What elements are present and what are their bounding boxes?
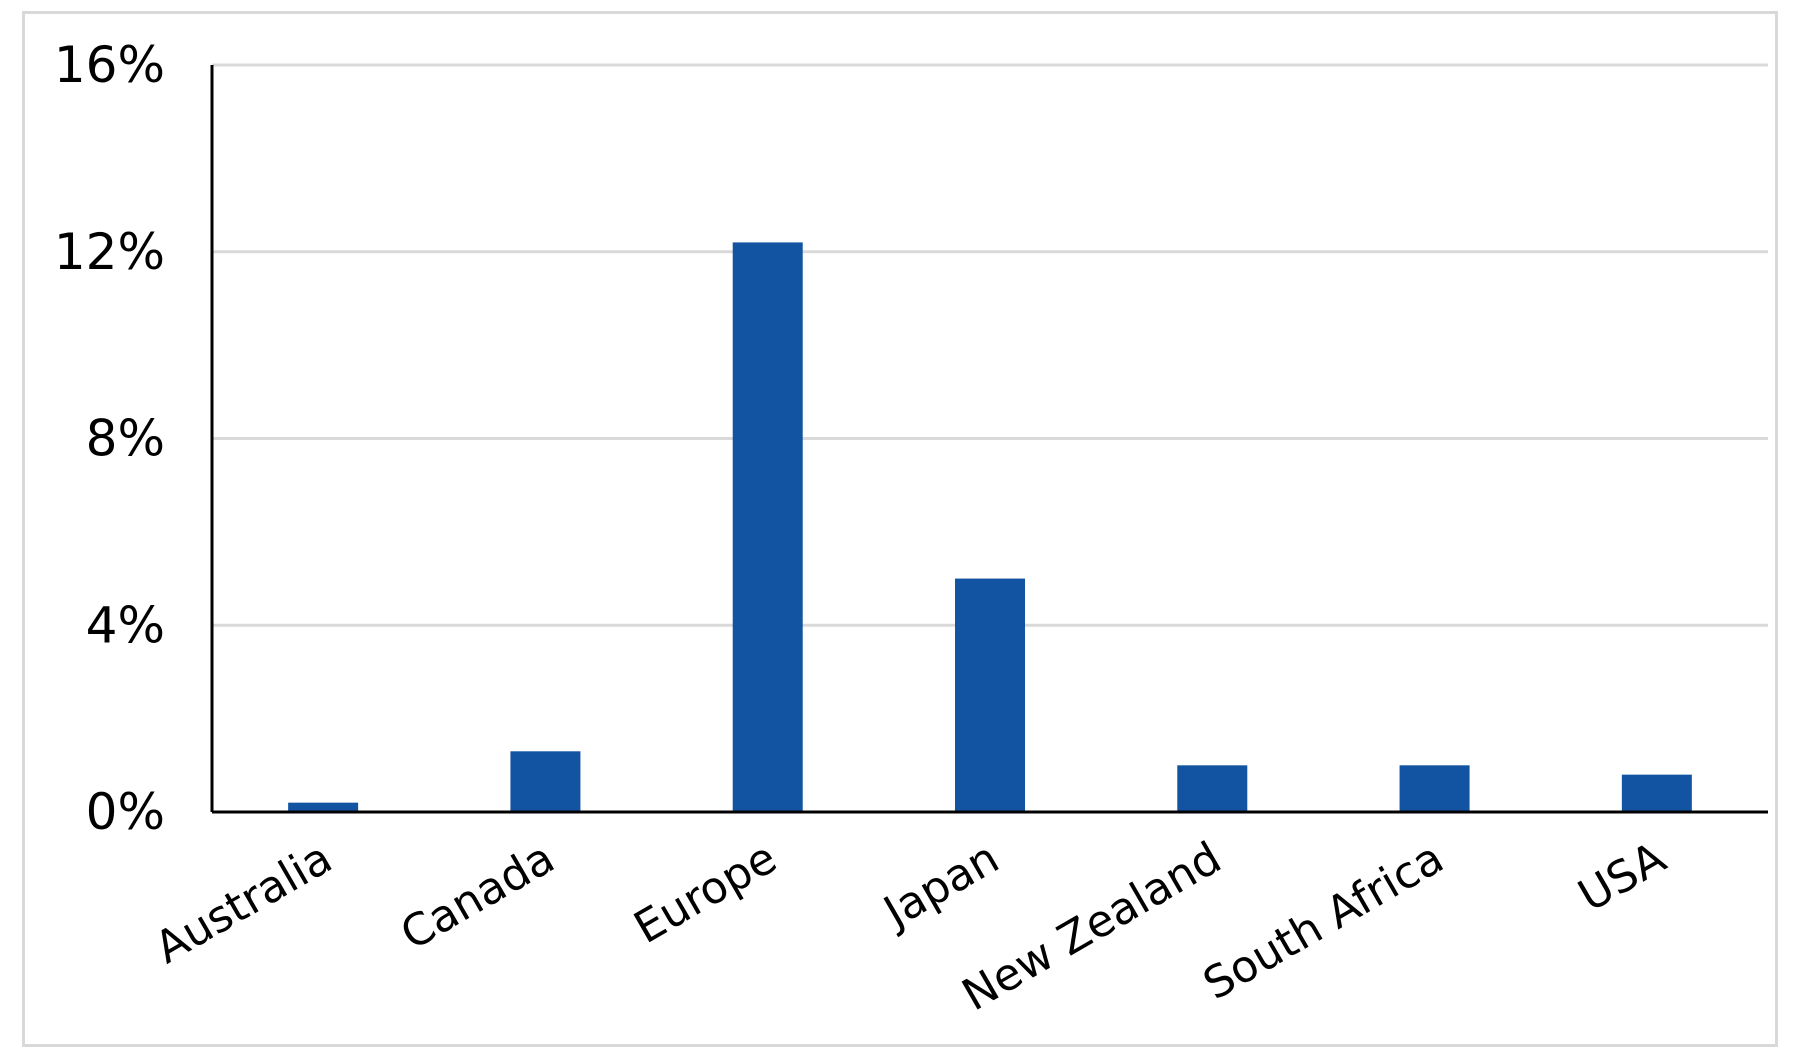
x-tick-label-europe: Europe <box>626 832 786 954</box>
y-tick-label-4: 4% <box>86 596 165 654</box>
bar-europe <box>732 242 803 813</box>
bar-australia <box>288 802 359 812</box>
gridlines <box>212 63 1768 627</box>
axes <box>210 65 1768 814</box>
bars <box>288 242 1692 813</box>
y-tick-label-12: 12% <box>54 223 165 281</box>
bar-canada <box>510 751 581 812</box>
x-tick-label-usa: USA <box>1570 832 1674 922</box>
bar-new-zealand <box>1177 765 1248 812</box>
x-tick-label-japan: Japan <box>873 832 1007 939</box>
bar-south-africa <box>1399 765 1470 812</box>
bar-japan <box>955 578 1025 812</box>
x-tick-label-australia: Australia <box>147 832 341 973</box>
y-tick-labels: 0% 4% 8% 12% 16% <box>54 36 165 841</box>
y-tick-label-16: 16% <box>54 36 165 94</box>
y-tick-label-8: 8% <box>86 410 165 468</box>
x-tick-label-south-africa: South Africa <box>1195 832 1452 1010</box>
bar-usa <box>1621 774 1692 812</box>
chart-frame <box>22 11 1778 1047</box>
x-tick-label-canada: Canada <box>392 832 563 960</box>
y-tick-label-0: 0% <box>86 783 165 841</box>
